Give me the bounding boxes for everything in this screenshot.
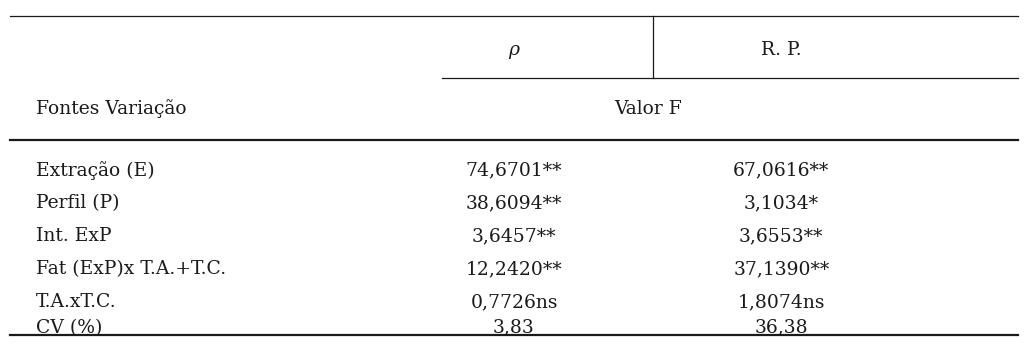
Text: Fat (ExP)x T.A.+T.C.: Fat (ExP)x T.A.+T.C. — [36, 260, 226, 278]
Text: Extração (E): Extração (E) — [36, 161, 154, 180]
Text: 74,6701**: 74,6701** — [466, 162, 562, 180]
Text: 37,1390**: 37,1390** — [733, 260, 830, 278]
Text: 3,6457**: 3,6457** — [472, 227, 556, 245]
Text: 38,6094**: 38,6094** — [466, 195, 562, 213]
Text: R. P.: R. P. — [761, 41, 802, 59]
Text: 67,0616**: 67,0616** — [733, 162, 830, 180]
Text: 12,2420**: 12,2420** — [466, 260, 562, 278]
Text: Perfil (P): Perfil (P) — [36, 195, 119, 213]
Text: 3,6553**: 3,6553** — [739, 227, 823, 245]
Text: ρ: ρ — [509, 41, 519, 59]
Text: Valor F: Valor F — [614, 100, 682, 118]
Text: T.A.xT.C.: T.A.xT.C. — [36, 293, 116, 311]
Text: 36,38: 36,38 — [755, 319, 808, 337]
Text: 3,1034*: 3,1034* — [744, 195, 818, 213]
Text: 3,83: 3,83 — [493, 319, 535, 337]
Text: Fontes Variação: Fontes Variação — [36, 99, 187, 118]
Text: CV (%): CV (%) — [36, 319, 103, 337]
Text: Int. ExP: Int. ExP — [36, 227, 111, 245]
Text: 0,7726ns: 0,7726ns — [470, 293, 558, 311]
Text: 1,8074ns: 1,8074ns — [737, 293, 825, 311]
